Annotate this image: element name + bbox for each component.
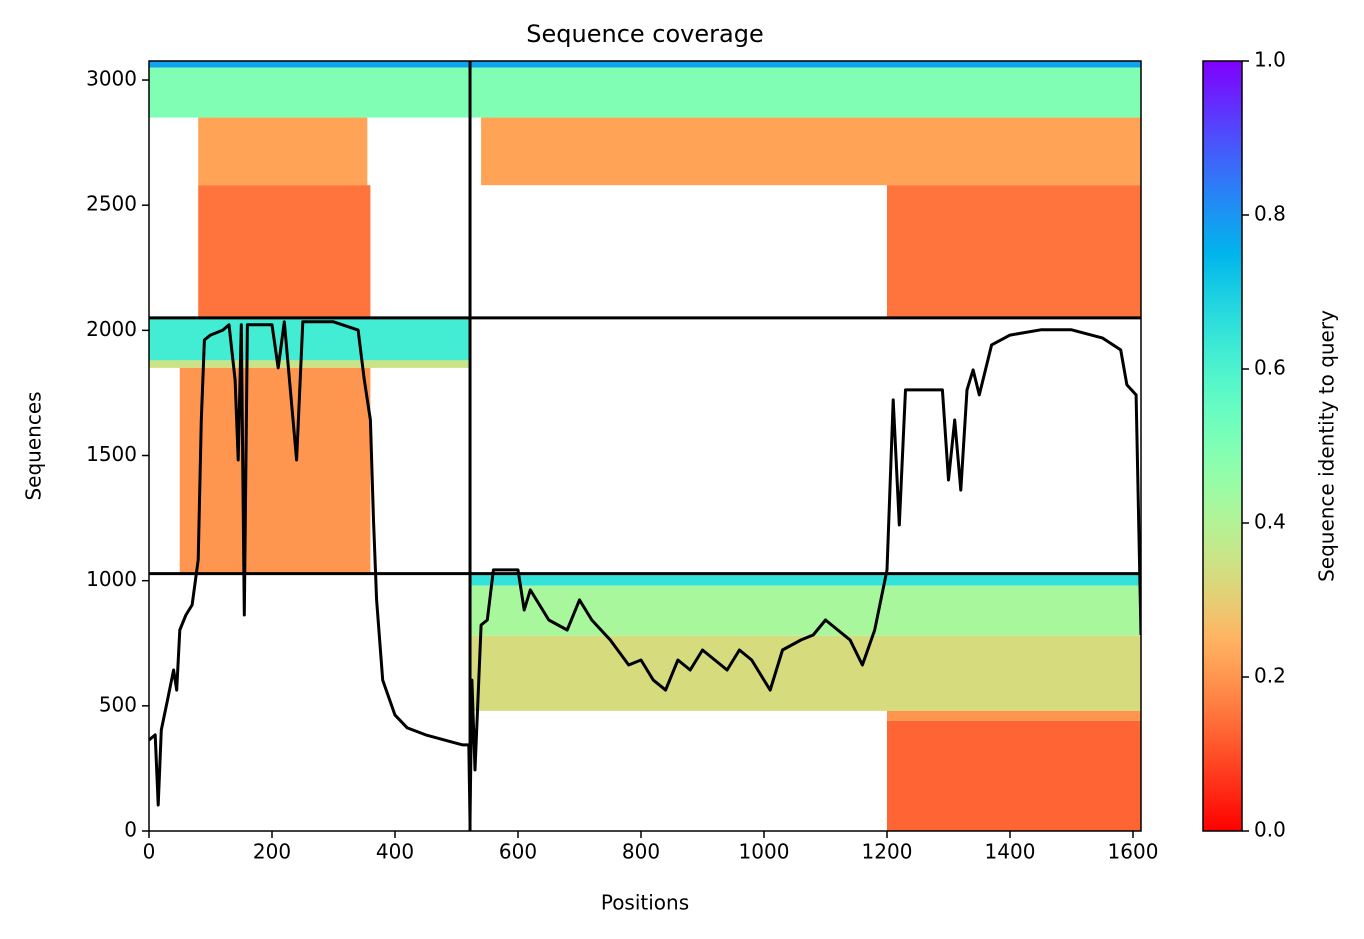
y-tick-label: 0: [124, 818, 137, 842]
y-tick-label: 1000: [86, 567, 137, 591]
x-tick-label: 800: [622, 840, 660, 864]
x-axis-label: Positions: [601, 891, 689, 915]
coverage-block: [470, 67, 1141, 118]
x-tick-label: 1200: [862, 840, 913, 864]
colorbar-tick-label: 0.4: [1254, 510, 1286, 534]
x-tick-label: 1400: [985, 840, 1036, 864]
y-tick-label: 500: [99, 692, 137, 716]
y-tick-label: 1500: [86, 442, 137, 466]
colorbar-tick-label: 1.0: [1254, 48, 1286, 72]
coverage-block: [149, 360, 471, 368]
y-tick-label: 3000: [86, 67, 137, 91]
coverage-block: [887, 185, 1141, 318]
plot-area: [149, 61, 1141, 831]
colorbar-tick-label: 0.2: [1254, 664, 1286, 688]
coverage-block: [149, 67, 471, 118]
coverage-block: [149, 61, 471, 68]
y-tick-label: 2500: [86, 192, 137, 216]
x-tick-label: 600: [499, 840, 537, 864]
coverage-block: [470, 573, 1141, 586]
coverage-block: [149, 317, 471, 361]
colorbar-label: Sequence identity to query: [1315, 310, 1339, 582]
coverage-block: [198, 117, 368, 186]
coverage-block: [481, 117, 1141, 186]
colorbar-tick-label: 0.6: [1254, 356, 1286, 380]
colorbar: [1202, 60, 1243, 832]
coverage-block: [470, 61, 1141, 68]
colorbar-tick-label: 0.8: [1254, 202, 1286, 226]
y-tick-label: 2000: [86, 317, 137, 341]
coverage-block: [887, 720, 1141, 831]
x-tick-label: 400: [376, 840, 414, 864]
coverage-block: [887, 710, 1141, 721]
coverage-block: [179, 367, 371, 574]
colorbar-tick-label: 0.0: [1254, 818, 1286, 842]
coverage-line: [149, 320, 1141, 822]
y-axis-label: Sequences: [22, 391, 46, 500]
plot-frame: [148, 60, 1142, 832]
x-tick-label: 0: [143, 840, 156, 864]
coverage-block: [198, 185, 371, 318]
coverage-block: [470, 585, 1141, 636]
x-tick-label: 200: [253, 840, 291, 864]
coverage-block: [470, 635, 1141, 711]
x-tick-label: 1000: [739, 840, 790, 864]
x-tick-label: 1600: [1108, 840, 1159, 864]
chart-title: Sequence coverage: [526, 20, 763, 48]
